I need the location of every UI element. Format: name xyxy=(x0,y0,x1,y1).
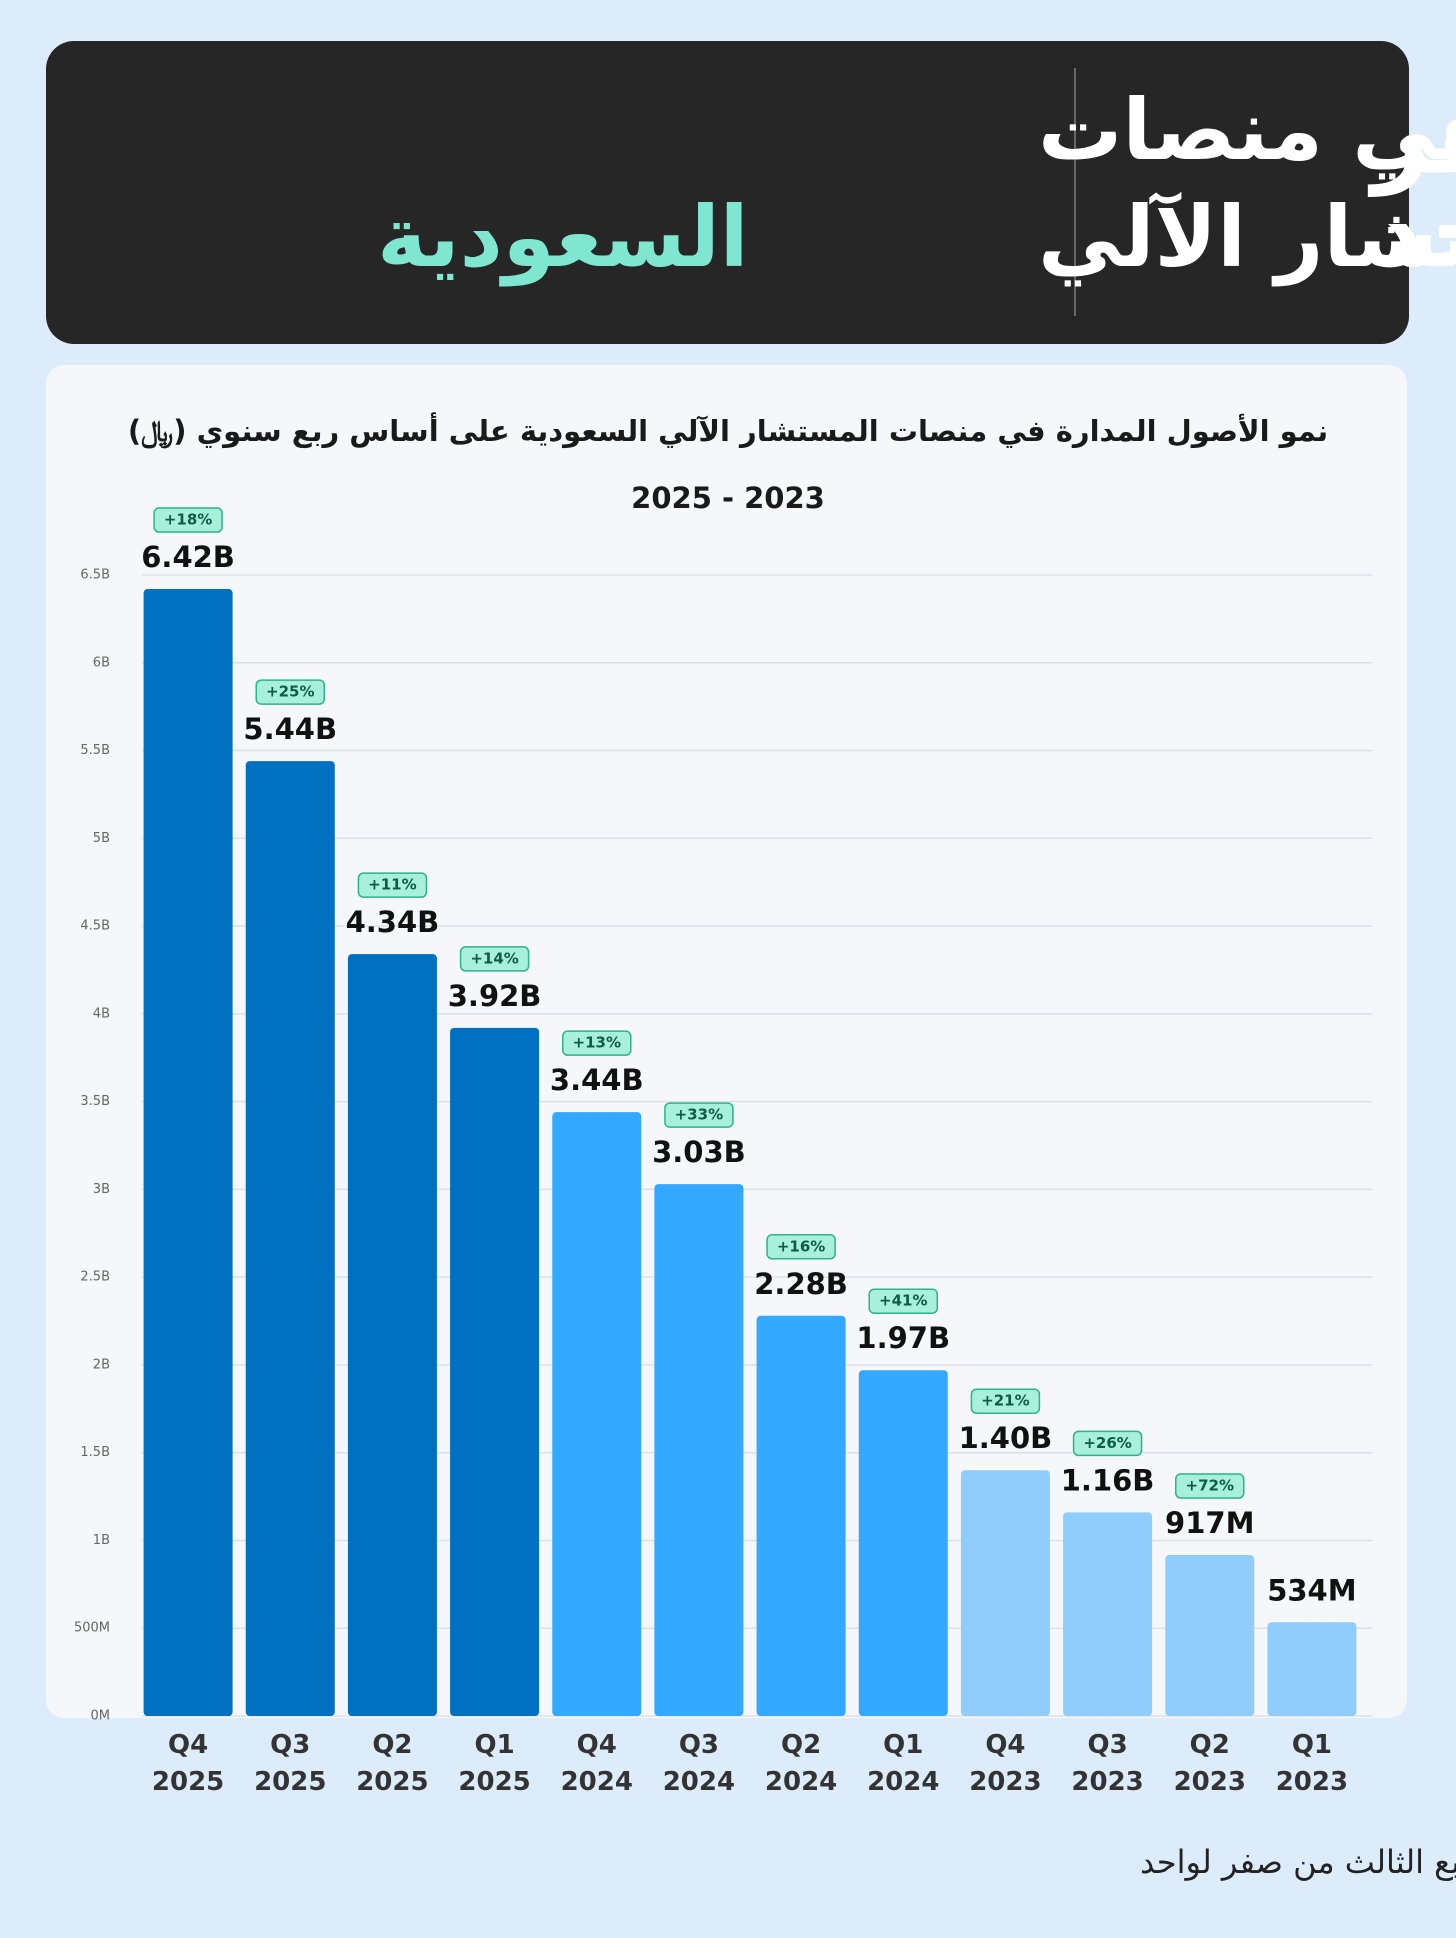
growth-badge xyxy=(970,1388,1041,1414)
growth-label: +41% xyxy=(879,1292,927,1310)
header-highlight: السعودية xyxy=(377,188,748,287)
x-tick-label: Q1 2024 xyxy=(867,1730,939,1797)
growth-label: +21% xyxy=(981,1392,1029,1410)
bar xyxy=(1165,1555,1255,1716)
growth-label: +16% xyxy=(777,1237,825,1255)
bar xyxy=(1267,1622,1357,1716)
header-title: الأصول المدارة في منصات xyxy=(1038,79,1456,180)
chart-title: نمو الأصول المدارة في منصات المستشار الآ… xyxy=(128,412,1328,449)
bar xyxy=(858,1370,948,1716)
header-box xyxy=(46,41,1409,344)
growth-badge xyxy=(1072,1430,1143,1457)
growth-badge xyxy=(868,1288,938,1314)
value-label: 534M xyxy=(1267,1573,1356,1607)
growth-label: +33% xyxy=(675,1106,723,1124)
growth-badge xyxy=(357,872,428,898)
x-tick-label: Q4 2025 xyxy=(152,1730,224,1797)
x-tick-label: Q1 2025 xyxy=(458,1730,530,1797)
header-title: المستشار الآلي xyxy=(1038,188,1456,287)
y-tick-label: 1B xyxy=(93,1533,110,1548)
growth-badge xyxy=(153,507,223,533)
x-tick-label: Q4 2023 xyxy=(969,1730,1041,1797)
growth-label: +13% xyxy=(573,1034,621,1052)
bar xyxy=(552,1112,642,1716)
x-tick-label: Q4 2024 xyxy=(561,1730,633,1797)
value-label: 3.03B xyxy=(652,1135,746,1169)
growth-badge xyxy=(562,1030,632,1056)
bar xyxy=(347,954,437,1716)
value-label: 5.44B xyxy=(243,712,337,746)
value-label: 1.40B xyxy=(959,1421,1053,1455)
x-tick-label: Q2 2023 xyxy=(1174,1730,1246,1797)
growth-badge xyxy=(459,946,530,972)
bar xyxy=(654,1184,744,1716)
growth-label: +25% xyxy=(266,683,314,701)
value-label: 917M xyxy=(1165,1506,1254,1540)
growth-label: +14% xyxy=(470,949,518,967)
y-tick-label: 5B xyxy=(93,831,110,846)
growth-badge xyxy=(766,1234,836,1260)
x-tick-label: Q1 2023 xyxy=(1276,1730,1348,1797)
y-tick-label: 4.5B xyxy=(80,919,110,934)
y-tick-label: 2.5B xyxy=(80,1270,110,1285)
growth-label: +11% xyxy=(368,876,416,894)
y-tick-label: 3.5B xyxy=(80,1094,110,1109)
value-label: 3.44B xyxy=(550,1063,644,1097)
y-tick-label: 500M xyxy=(74,1621,110,1636)
bar xyxy=(960,1470,1050,1716)
logo-line: لواحد xyxy=(1372,172,1456,290)
bar xyxy=(756,1315,846,1716)
growth-badge xyxy=(1175,1473,1245,1499)
x-tick-label: Q3 2023 xyxy=(1071,1730,1143,1797)
growth-badge xyxy=(255,679,325,705)
x-tick-label: Q3 2025 xyxy=(254,1730,326,1797)
growth-label: +72% xyxy=(1186,1477,1234,1495)
x-tick-label: Q2 2024 xyxy=(765,1730,837,1797)
bar xyxy=(450,1027,540,1716)
value-label: 6.42B xyxy=(141,540,235,574)
growth-label: +18% xyxy=(164,511,212,529)
bar xyxy=(1063,1512,1153,1716)
y-tick-label: 2B xyxy=(93,1357,110,1372)
y-tick-label: 6.5B xyxy=(80,568,110,583)
x-tick-label: Q3 2024 xyxy=(663,1730,735,1797)
y-tick-label: 4B xyxy=(93,1006,110,1021)
value-label: 1.97B xyxy=(856,1321,950,1355)
bar xyxy=(245,761,335,1716)
source: المصدر: تقرير الاستثمار الجريء للربع الث… xyxy=(1140,1843,1456,1881)
growth-label: +26% xyxy=(1083,1434,1131,1452)
value-label: 3.92B xyxy=(448,979,542,1013)
value-label: 4.34B xyxy=(346,905,440,939)
y-tick-label: 6B xyxy=(93,655,110,670)
value-label: 2.28B xyxy=(754,1267,848,1301)
y-tick-label: 0M xyxy=(91,1709,111,1724)
x-tick-label: Q2 2025 xyxy=(356,1730,428,1797)
y-tick-label: 3B xyxy=(93,1182,110,1197)
bar xyxy=(143,589,233,1716)
logo-line: صفر xyxy=(1367,79,1456,197)
y-tick-label: 5.5B xyxy=(80,743,110,758)
growth-badge xyxy=(664,1102,734,1128)
chart-subtitle: 2025 - 2023 xyxy=(631,481,825,515)
y-tick-label: 1.5B xyxy=(80,1445,110,1460)
value-label: 1.16B xyxy=(1061,1463,1155,1497)
